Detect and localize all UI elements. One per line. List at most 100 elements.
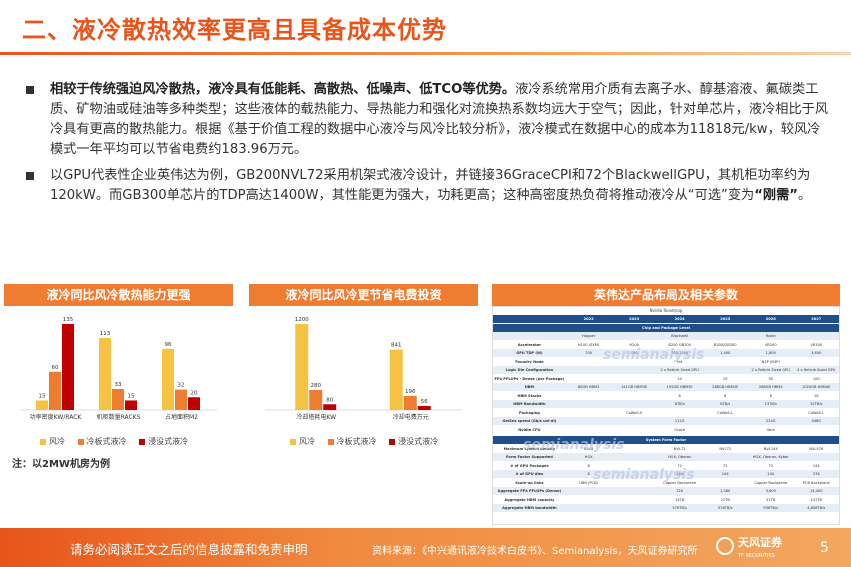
bullet-square-icon bbox=[26, 86, 34, 94]
category-label: 冷却电费万元 bbox=[393, 413, 429, 421]
table-cell bbox=[566, 392, 612, 400]
page-number: 5 bbox=[820, 540, 829, 556]
table-cell: 720 bbox=[676, 489, 684, 493]
table-cell: 3,600 bbox=[765, 489, 776, 493]
table-cell: HBM Stacks bbox=[517, 393, 542, 398]
table-cell: Maximum system density bbox=[503, 446, 556, 451]
table-cell: 576TB/s bbox=[717, 506, 733, 510]
table-row: 2022 2023 2024 2025 2026 2027 bbox=[493, 315, 839, 323]
table-cell: 224G bbox=[765, 419, 776, 423]
legend-swatch-cold-plate bbox=[327, 438, 334, 445]
table-cell bbox=[611, 487, 657, 495]
table-cell: Form Factor Supported bbox=[506, 455, 553, 459]
table-cell bbox=[566, 504, 612, 512]
table-cell: 576 bbox=[812, 472, 820, 476]
table-cell: 8TB/s bbox=[720, 402, 731, 406]
table-cell bbox=[702, 366, 748, 374]
chart-note: 注：以2MW机房为例 bbox=[12, 459, 110, 470]
table-cell bbox=[566, 496, 612, 504]
bar bbox=[323, 404, 337, 410]
table-cell bbox=[566, 426, 612, 434]
table-cell bbox=[702, 453, 748, 461]
table-cell: NVL144 bbox=[763, 446, 778, 451]
table-cell: 448G bbox=[811, 419, 822, 423]
table-row: Aggregate HBM capacity 14TB 21TB 21TB 147TB bbox=[493, 496, 839, 504]
legend-label: 冷板式液冷 bbox=[86, 437, 127, 446]
table-cell: 8 bbox=[587, 472, 590, 476]
category-label: 冷却塔耗电KW bbox=[296, 413, 336, 421]
table-row: System Form Factor bbox=[493, 436, 839, 444]
table-cell: # of GPU Packages bbox=[510, 463, 549, 468]
table-cell: Foundry Node bbox=[515, 359, 544, 364]
bar bbox=[112, 388, 124, 410]
table-row: Foundry Node N4 N3P (N3P) bbox=[493, 358, 839, 366]
table-cell bbox=[794, 426, 840, 434]
table-cell: 8 bbox=[769, 393, 772, 398]
bar bbox=[309, 389, 323, 410]
legend-label: 风冷 bbox=[299, 437, 315, 446]
bullet-bold-text: 相较于传统强迫风冷散热，液冷具有低能耗、高散热、低噪声、低TCO等优势。 bbox=[50, 82, 516, 97]
table-cell: FP4 PFLOPs - Dense (per Package) bbox=[494, 376, 565, 381]
bar-value-label: 113 bbox=[100, 331, 111, 337]
table-row: GeiSea speed (Gb/s uni-di) 112G 224G 448G bbox=[493, 417, 839, 425]
table-cell: H200 bbox=[629, 342, 639, 347]
table-cell bbox=[611, 392, 657, 400]
table-cell bbox=[566, 417, 612, 425]
bar-value-label: 15 bbox=[128, 393, 135, 399]
table-cell bbox=[566, 487, 612, 495]
table-row: Accelerator H100 (SXM) H200 B200 GB200 B300/… bbox=[493, 341, 839, 349]
table-cell: 14,400 bbox=[809, 489, 823, 493]
bar-value-label: 33 bbox=[115, 382, 122, 388]
table-cell: PCB Backplane bbox=[802, 480, 830, 485]
table-cell bbox=[493, 315, 566, 323]
table-cell: 21TB bbox=[766, 497, 776, 502]
table-row: Nvidia CPU Grace Vera bbox=[493, 426, 839, 434]
table-row: HBM Bandwidth 8TB/s 8TB/s 13TB/s 32TB/s bbox=[493, 400, 839, 408]
table-cell bbox=[493, 332, 566, 340]
table-cell: 80GB HBM3 bbox=[577, 385, 600, 389]
chart-left-title: 液冷同比风冷散热能力更强 bbox=[4, 284, 233, 306]
table-cell: 8 bbox=[587, 463, 590, 468]
table-cell bbox=[702, 358, 748, 366]
bar bbox=[99, 338, 111, 410]
table-cell: 288GB HBM4 bbox=[758, 385, 783, 389]
table-cell: VR300 bbox=[810, 342, 823, 347]
table-cell: 10 bbox=[677, 376, 682, 381]
bar-value-label: 80 bbox=[326, 397, 333, 403]
table-cell: H100 (SXM) bbox=[577, 342, 600, 347]
table-row: Scale-up links UBB (PCB) Copper Backplane C… bbox=[493, 479, 839, 487]
table-row: Logic Die Configuration 2 x Reticle Sized… bbox=[493, 366, 839, 374]
watermark: semianalysis bbox=[593, 467, 695, 483]
table-cell bbox=[702, 332, 748, 340]
bullet-bold-text: “刚需” bbox=[754, 188, 798, 203]
table-cell: CoWoS-L bbox=[717, 410, 734, 415]
table-cell: Aggregate FP4 PFLOPs (Dense) bbox=[497, 489, 562, 493]
table-cell: 32TB/s bbox=[810, 402, 823, 406]
table-cell bbox=[611, 496, 657, 504]
table-cell: NVL72 bbox=[673, 446, 686, 451]
table-cell: Hopper bbox=[582, 334, 596, 338]
table-cell: System Form Factor bbox=[645, 438, 687, 442]
table-cell: Scale-up links bbox=[515, 480, 544, 485]
table-cell bbox=[566, 375, 612, 383]
table-cell: B300/GB300 bbox=[713, 342, 737, 347]
table-cell bbox=[794, 332, 840, 340]
legend-swatch-air bbox=[290, 438, 296, 445]
table-cell: NVL576 bbox=[809, 446, 824, 451]
bar bbox=[36, 400, 48, 410]
table-cell: HGX, Oberon, Kyber bbox=[752, 455, 789, 459]
table-cell: 1024GB HBM4E bbox=[802, 385, 831, 389]
table-cell bbox=[702, 479, 748, 487]
table-cell: 16 bbox=[813, 393, 819, 398]
table-cell: HGX, Oberon bbox=[667, 455, 692, 459]
bar bbox=[403, 395, 417, 410]
table-cell: 2025 bbox=[720, 317, 731, 321]
bar-value-label: 280 bbox=[311, 383, 322, 389]
bar bbox=[162, 348, 174, 410]
table-cell bbox=[748, 409, 794, 417]
table-cell: NVL8 bbox=[583, 446, 594, 451]
table-cell: 192GB HBM3E bbox=[666, 385, 693, 389]
table-row: Form Factor Supported HGX HGX, Oberon HGX, … bbox=[493, 453, 839, 461]
nvidia-roadmap-table: Nvidia Roadmap 2022 2023 2024 2025 2026 2027 C… bbox=[492, 306, 840, 525]
bar-value-label: 15 bbox=[39, 393, 46, 399]
